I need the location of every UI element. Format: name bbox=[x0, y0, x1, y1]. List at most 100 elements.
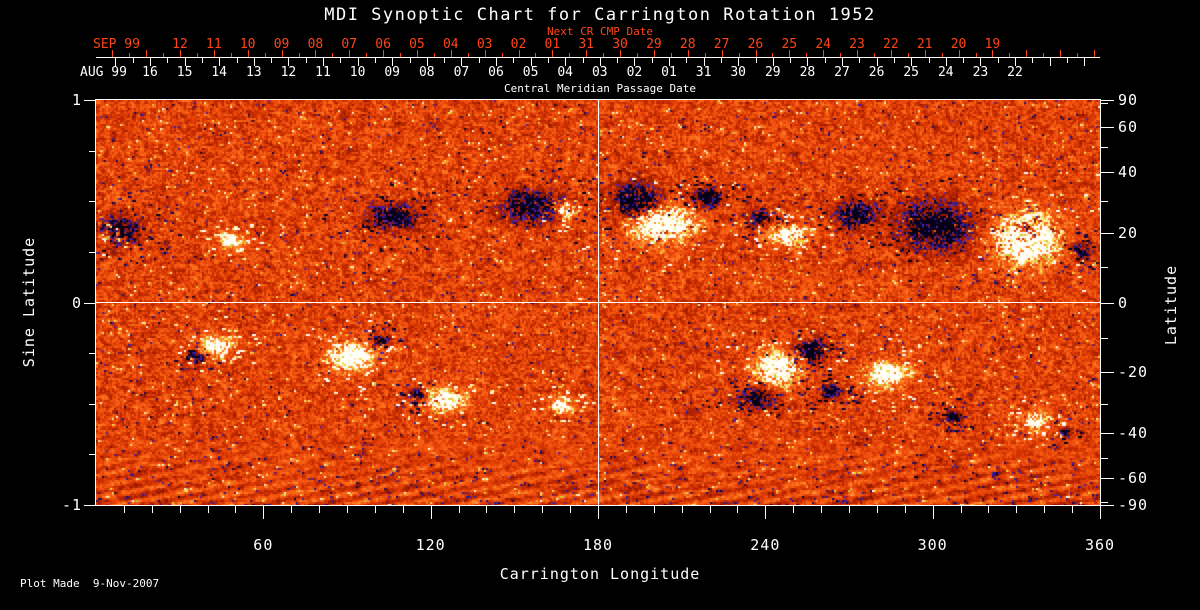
latitude-tick bbox=[1101, 432, 1114, 434]
latitude-tick bbox=[1101, 127, 1114, 129]
next-cr-axis-tick bbox=[789, 50, 791, 57]
next-cr-axis-tick bbox=[450, 50, 452, 57]
cmp-day-label: 10 bbox=[349, 65, 366, 80]
next-cr-axis-tick bbox=[721, 50, 723, 57]
longitude-tick bbox=[486, 506, 488, 513]
next-cr-day-label: 28 bbox=[679, 37, 696, 52]
longitude-tick bbox=[904, 506, 906, 513]
cmp-axis-tick bbox=[651, 58, 653, 63]
longitude-tick bbox=[1016, 506, 1018, 513]
cmp-axis-tick bbox=[842, 58, 843, 66]
next-cr-axis-tick bbox=[552, 50, 554, 57]
next-cr-day-label: 06 bbox=[375, 37, 391, 52]
next-cr-axis-tick bbox=[890, 50, 892, 57]
cmp-day-label: 02 bbox=[626, 65, 643, 80]
cmp-axis-tick bbox=[271, 58, 273, 63]
longitude-tick bbox=[179, 506, 181, 513]
cmp-axis-tick bbox=[582, 58, 584, 63]
cmp-axis-tick bbox=[1066, 58, 1068, 63]
longitude-tick bbox=[737, 506, 739, 513]
next-cr-axis-tick bbox=[1009, 53, 1011, 57]
longitude-tick bbox=[123, 506, 125, 513]
next-cr-day-label: 31 bbox=[578, 37, 595, 52]
next-cr-day-label: 08 bbox=[307, 37, 324, 52]
latitude-tick bbox=[1101, 302, 1114, 304]
next-cr-axis-tick bbox=[332, 53, 334, 57]
cmp-axis-tick bbox=[893, 58, 895, 63]
cmp-axis-tick bbox=[219, 58, 221, 66]
cmp-axis-tick bbox=[167, 58, 169, 63]
longitude-tick bbox=[709, 506, 711, 513]
longitude-tick bbox=[430, 506, 432, 519]
next-cr-day-label: 22 bbox=[883, 37, 899, 52]
cmp-axis-tick bbox=[634, 58, 636, 66]
latitude-tick-label: -20 bbox=[1118, 362, 1149, 381]
cmp-day-label: 06 bbox=[488, 65, 504, 80]
next-cr-axis-tick bbox=[366, 53, 368, 57]
latitude-minor-tick bbox=[1101, 201, 1108, 203]
next-cr-axis-tick bbox=[1026, 50, 1028, 57]
cmp-axis-tick bbox=[686, 58, 688, 63]
next-cr-axis-tick bbox=[992, 50, 994, 57]
cmp-day-label: 24 bbox=[937, 65, 954, 80]
cmp-axis-tick bbox=[340, 58, 342, 63]
cmp-axis-tick bbox=[150, 58, 151, 66]
latitude-tick bbox=[1101, 477, 1114, 479]
cmp-axis-tick bbox=[444, 58, 446, 63]
cmp-day-label: 13 bbox=[245, 65, 262, 80]
cmp-axis-tick bbox=[115, 58, 117, 66]
sine-latitude-tick bbox=[89, 201, 96, 203]
cmp-day-label: 01 bbox=[661, 65, 677, 80]
next-cr-day-label: 03 bbox=[476, 37, 493, 52]
latitude-minor-tick bbox=[1101, 267, 1108, 269]
latitude-tick bbox=[1101, 100, 1114, 101]
next-cr-axis-tick bbox=[213, 50, 215, 57]
longitude-tick bbox=[374, 506, 376, 513]
latitude-tick-label: 0 bbox=[1118, 293, 1129, 312]
next-cr-axis-tick bbox=[467, 53, 469, 57]
next-cr-axis-tick bbox=[772, 53, 774, 57]
cmp-day-label: 03 bbox=[591, 65, 608, 80]
longitude-tick bbox=[793, 506, 795, 513]
longitude-tick bbox=[932, 506, 934, 519]
cmp-day-label: 05 bbox=[522, 65, 539, 80]
cmp-axis-tick bbox=[496, 58, 497, 66]
next-cr-axis-tick bbox=[941, 53, 943, 57]
longitude-tick bbox=[542, 506, 544, 513]
cmp-axis-tick bbox=[323, 58, 324, 66]
longitude-tick bbox=[207, 506, 209, 513]
sine-latitude-tick bbox=[89, 403, 96, 405]
cmp-axis-tick bbox=[426, 58, 428, 66]
left-axis-title: Sine Latitude bbox=[20, 236, 38, 368]
sine-latitude-tick-label: 1 bbox=[71, 91, 82, 109]
sine-latitude-tick-label: 0 bbox=[71, 293, 82, 312]
longitude-tick bbox=[681, 506, 683, 513]
next-cr-day-label: 19 bbox=[984, 37, 1001, 52]
next-cr-axis-tick bbox=[433, 53, 435, 57]
next-cr-axis-tick bbox=[180, 50, 181, 57]
cmp-axis-tick bbox=[928, 58, 930, 63]
cmp-axis-tick bbox=[409, 58, 411, 63]
longitude-tick-label: 60 bbox=[253, 536, 274, 554]
longitude-tick bbox=[235, 506, 237, 513]
cmp-axis-tick bbox=[184, 58, 186, 66]
cmp-axis-tick bbox=[980, 58, 982, 66]
cmp-day-label: 14 bbox=[211, 65, 228, 80]
cmp-axis-tick bbox=[547, 58, 549, 63]
next-cr-axis-tick bbox=[112, 50, 114, 57]
next-cr-axis-tick bbox=[196, 53, 198, 57]
chart-title: MDI Synoptic Chart for Carrington Rotati… bbox=[324, 5, 876, 25]
cmp-axis-tick bbox=[288, 58, 290, 66]
longitude-tick bbox=[151, 506, 153, 513]
cmp-axis-tick bbox=[617, 58, 619, 63]
cmp-day-label: 28 bbox=[799, 65, 816, 80]
cmp-axis-tick bbox=[253, 58, 255, 66]
next-cr-axis-tick bbox=[484, 50, 486, 57]
latitude-tick bbox=[1101, 172, 1114, 174]
cmp-day-label: 22 bbox=[1007, 65, 1023, 80]
next-cr-day-label: 20 bbox=[950, 37, 967, 52]
cmp-axis-tick bbox=[357, 58, 359, 66]
cmp-axis-tick bbox=[201, 58, 203, 63]
cmp-axis-tick bbox=[997, 58, 999, 63]
latitude-minor-tick bbox=[1101, 337, 1108, 339]
